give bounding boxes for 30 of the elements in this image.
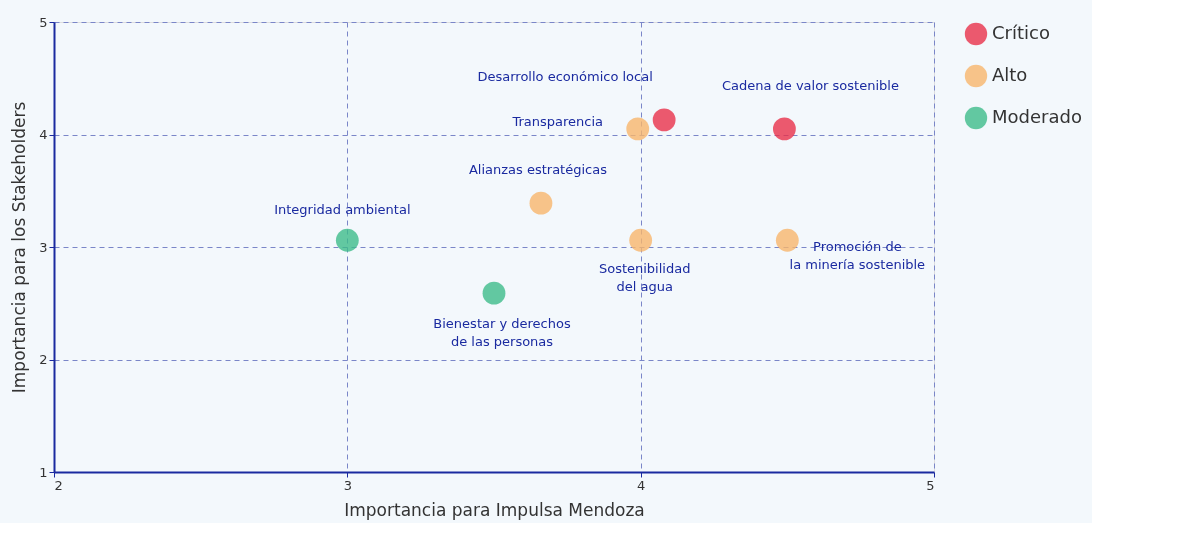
point	[629, 228, 653, 252]
y-tick-label: 2	[39, 352, 48, 367]
legend-label: Crítico	[992, 22, 1050, 43]
point	[626, 117, 650, 141]
y-tick-label: 5	[39, 14, 48, 30]
annotation: Cadena de valor sostenible	[721, 77, 899, 93]
annotation: Desarrollo económico local	[477, 68, 653, 84]
annotation: Transparencia	[511, 113, 604, 129]
legend-label: Moderado	[992, 106, 1082, 127]
point	[773, 117, 796, 141]
point	[529, 191, 553, 215]
annotation: Sostenibilidad del agua	[598, 261, 691, 295]
annotation: Bienestar y derechos de las personas	[433, 316, 571, 350]
point	[335, 228, 359, 252]
x-tick-label: 5	[926, 477, 935, 493]
y-tick-label: 1	[39, 464, 48, 480]
y-tick-label: 3	[39, 239, 48, 255]
x-tick-label: 3	[343, 477, 352, 493]
point	[482, 281, 506, 305]
point	[775, 228, 799, 252]
annotation: Promoción de la minería sostenible	[789, 239, 926, 273]
y-tick-label: 4	[39, 127, 48, 142]
y-axis-title: Importancia para los Stakeholders	[9, 101, 30, 394]
point	[652, 108, 676, 132]
legend-label: Alto	[992, 64, 1028, 85]
x-axis-title: Importancia para Impulsa Mendoza	[344, 499, 645, 520]
annotation: Alianzas estratégicas	[468, 162, 608, 178]
x-tick-label: 2	[54, 477, 63, 493]
annotation: Integridad ambiental	[274, 202, 411, 218]
x-tick-label: 4	[637, 477, 646, 493]
